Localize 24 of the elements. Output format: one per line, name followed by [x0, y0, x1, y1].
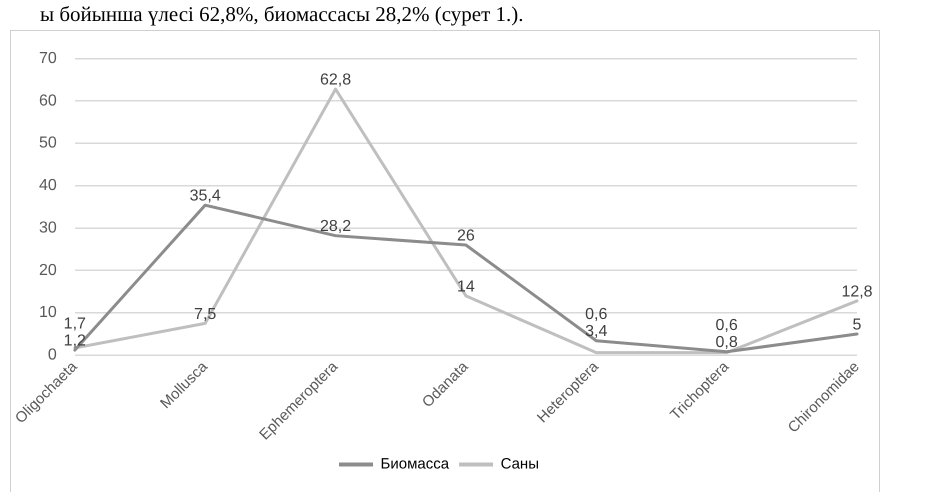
data-label: 28,2 — [320, 218, 352, 236]
y-tick-label: 30 — [39, 219, 57, 236]
data-label: 0,6 — [585, 306, 608, 324]
y-tick-label: 60 — [39, 92, 57, 110]
data-label: 26 — [457, 227, 475, 244]
data-label: 0,8 — [716, 334, 738, 352]
data-label: 12,8 — [841, 283, 873, 300]
data-label: 3,4 — [585, 323, 608, 340]
y-tick-label: 0 — [48, 346, 57, 364]
y-tick-label: 10 — [39, 304, 57, 322]
legend-label: Саны — [500, 456, 539, 473]
data-label: 35,4 — [190, 188, 221, 205]
y-tick-label: 20 — [39, 262, 57, 279]
data-label: 5 — [852, 316, 862, 334]
data-label: 1,7 — [64, 315, 86, 332]
y-tick-label: 40 — [39, 177, 57, 194]
data-label: 62,8 — [320, 72, 352, 89]
data-label: 7,5 — [194, 306, 216, 323]
text: ы бойынша үлесі 62,8%, биомассасы 28,2% (сурет 1.). — [40, 2, 524, 26]
y-tick-label: 70 — [39, 50, 57, 68]
data-label: 0,6 — [716, 317, 738, 334]
y-tick-label: 50 — [39, 134, 57, 152]
data-label: 14 — [457, 278, 475, 296]
legend-label: Биомасса — [380, 456, 450, 473]
